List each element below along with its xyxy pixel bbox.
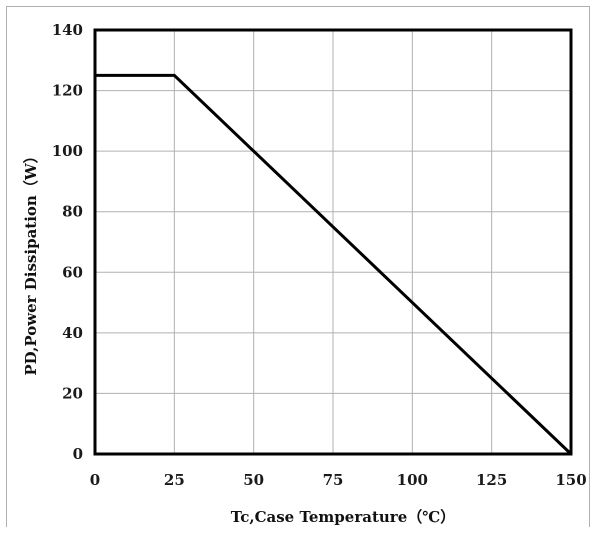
x-tick-label: 125: [476, 471, 507, 489]
y-tick-labels: 0 20 40 60 80 100 120 140: [52, 21, 83, 463]
x-tick-label: 100: [397, 471, 428, 489]
x-tick-label: 50: [243, 471, 264, 489]
x-tick-label: 0: [90, 471, 100, 489]
series-layer: [95, 73, 573, 456]
series-line-0: [95, 73, 573, 456]
plot-border: [93, 28, 573, 456]
y-tick-label: 0: [73, 445, 83, 463]
x-tick-label: 150: [555, 471, 586, 489]
x-axis-label: Tc,Case Temperature（℃）: [231, 508, 455, 526]
y-axis-label: PD,Power Dissipation（W）: [22, 148, 40, 375]
y-tick-label: 80: [62, 203, 83, 221]
y-tick-label: 120: [52, 82, 83, 100]
grid: [95, 30, 571, 454]
y-tick-label: 40: [62, 324, 83, 342]
x-tick-labels: 0 25 50 75 100 125 150: [90, 471, 587, 489]
y-tick-label: 20: [62, 384, 83, 402]
x-tick-label: 25: [164, 471, 185, 489]
y-tick-label: 140: [52, 21, 83, 39]
chart-frame: [6, 6, 590, 527]
y-tick-label: 100: [52, 142, 83, 160]
y-tick-label: 60: [62, 263, 83, 281]
x-tick-label: 75: [323, 471, 344, 489]
